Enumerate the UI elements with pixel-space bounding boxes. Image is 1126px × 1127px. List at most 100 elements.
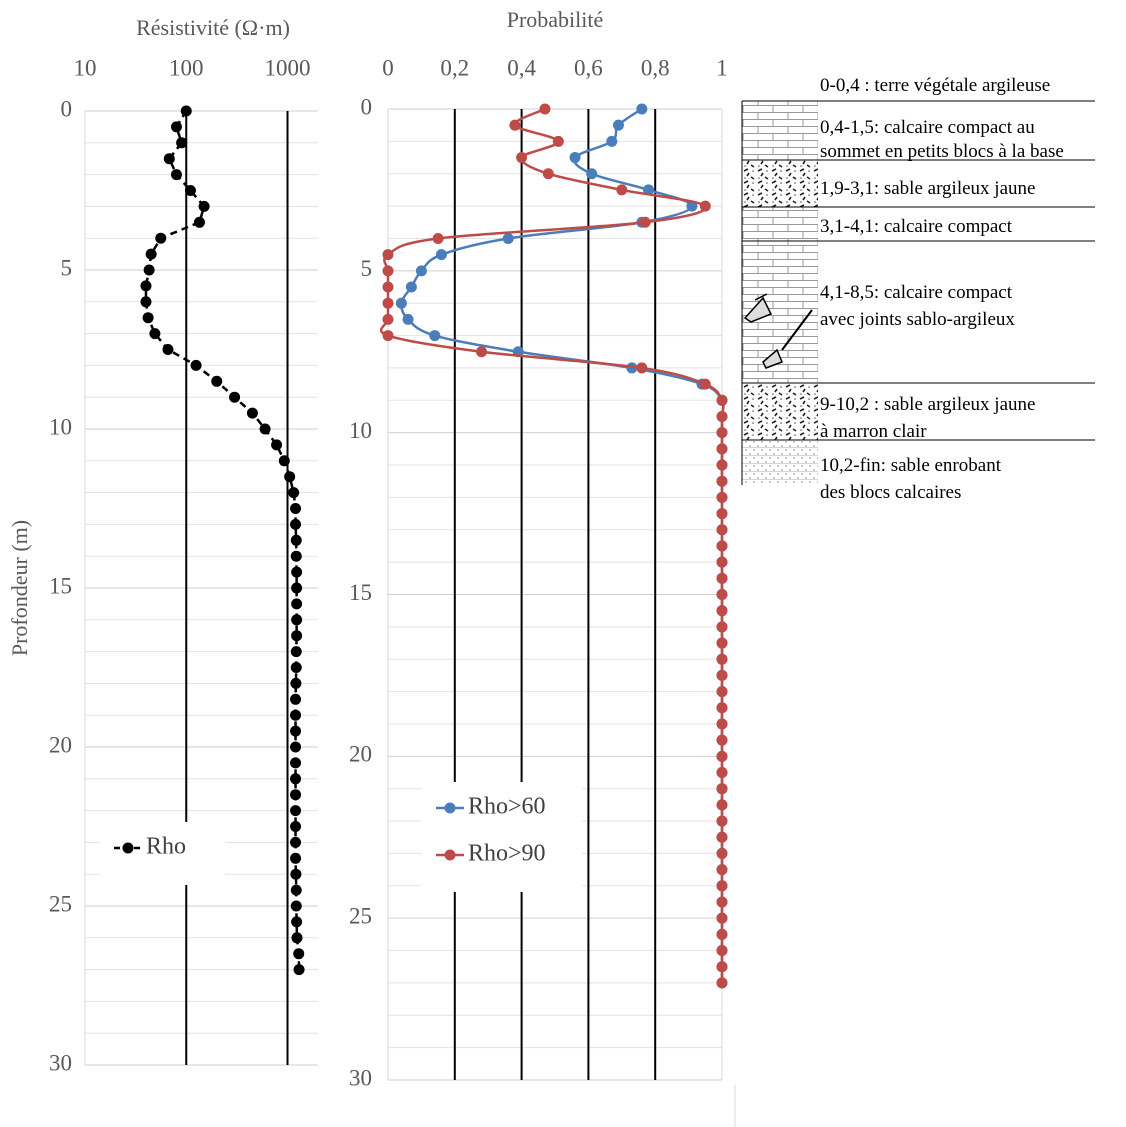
data-point (382, 297, 394, 309)
layer-fill (742, 440, 818, 485)
lithology-log (734, 100, 1095, 1127)
x-tick-label: 1 (716, 55, 728, 80)
data-point (552, 135, 564, 147)
data-point (278, 455, 290, 467)
data-point (716, 896, 728, 908)
data-point (432, 232, 444, 244)
data-point (382, 330, 394, 342)
legend-box (422, 782, 582, 892)
lithology-label: à marron clair (820, 421, 927, 442)
x-tick-label: 0,6 (574, 55, 603, 80)
data-point (716, 394, 728, 406)
y-tick-label: 15 (49, 573, 72, 598)
data-point (586, 168, 598, 180)
data-point (229, 391, 241, 403)
lithology-label: 0,4-1,5: calcaire compact au (820, 117, 1035, 138)
y-tick-label: 5 (361, 256, 373, 281)
data-point (290, 709, 302, 721)
data-point (716, 556, 728, 568)
data-point (290, 550, 302, 562)
data-point (290, 852, 302, 864)
data-point (699, 378, 711, 390)
lithology-label: sommet en petits blocs à la base (820, 141, 1064, 162)
data-point (636, 103, 648, 115)
x-tick-label: 1000 (265, 55, 311, 80)
data-point (539, 103, 551, 115)
data-point (290, 646, 302, 658)
data-point (291, 582, 303, 594)
data-point (155, 232, 167, 244)
data-point (288, 487, 300, 499)
data-point (699, 200, 711, 212)
chart: 0 5 10 15 20 25 30 0 0,2 0,4 0,6 0,8 1 Probabilité Rho… (349, 7, 728, 1090)
layer-fill (742, 383, 818, 440)
data-point (290, 741, 302, 753)
legend-marker (122, 842, 134, 854)
data-point (716, 750, 728, 762)
data-point (395, 297, 407, 309)
legend-label: Rho>90 (468, 841, 546, 867)
data-point (716, 669, 728, 681)
data-point (291, 614, 303, 626)
data-point (716, 945, 728, 957)
data-point (402, 313, 414, 325)
data-point (509, 119, 521, 131)
data-point (259, 423, 271, 435)
data-point (716, 831, 728, 843)
layer-border (741, 100, 1095, 485)
data-point (290, 868, 302, 880)
y-axis-title: Profondeur (m) (7, 520, 32, 656)
data-point (716, 443, 728, 455)
data-point (291, 916, 303, 928)
block-icon (743, 293, 783, 369)
y-tick-label: 15 (349, 580, 372, 605)
data-point (382, 281, 394, 293)
data-point (716, 702, 728, 714)
data-point (716, 621, 728, 633)
data-point (606, 135, 618, 147)
data-point (163, 153, 175, 165)
lithology-label: 3,1-4,1: calcaire compact (820, 216, 1013, 237)
data-point (716, 524, 728, 536)
lithology-label: 10,2-fin: sable enrobant (820, 455, 1002, 476)
x-tick-label: 10 (74, 55, 97, 80)
x-tick-label: 0,8 (641, 55, 670, 80)
data-point (382, 313, 394, 325)
data-point (291, 630, 303, 642)
data-point (716, 928, 728, 940)
data-point (291, 932, 303, 944)
data-point (435, 249, 447, 261)
data-point (716, 427, 728, 439)
data-point (502, 232, 514, 244)
data-point (291, 566, 303, 578)
data-point (716, 961, 728, 973)
data-point (476, 346, 488, 358)
data-point (716, 783, 728, 795)
lithology-label: 4,1-8,5: calcaire compact (820, 282, 1013, 303)
data-point (290, 789, 302, 801)
y-tick-label: 30 (349, 1065, 372, 1090)
layer-fill (742, 160, 818, 207)
data-point (149, 328, 161, 340)
data-point (636, 362, 648, 374)
data-point (290, 518, 302, 530)
y-tick-label: 0 (61, 96, 73, 121)
data-point (290, 836, 302, 848)
data-point (290, 725, 302, 737)
y-tick-label: 25 (49, 891, 72, 916)
data-point (716, 572, 728, 584)
chart: 0 5 10 15 20 25 30 10 100 1000 Résistivité (Ω·m) Pr… (7, 15, 318, 1075)
x-tick-label: 100 (169, 55, 204, 80)
data-point (290, 821, 302, 832)
layer-fill (742, 101, 818, 160)
layer-fill (742, 207, 818, 241)
data-point (290, 773, 302, 785)
x-tick-label: 0,4 (507, 55, 536, 80)
data-point (290, 677, 302, 689)
data-point (382, 265, 394, 277)
data-point (140, 280, 152, 292)
data-point (716, 977, 728, 989)
data-point (290, 805, 302, 817)
data-point (616, 184, 628, 196)
